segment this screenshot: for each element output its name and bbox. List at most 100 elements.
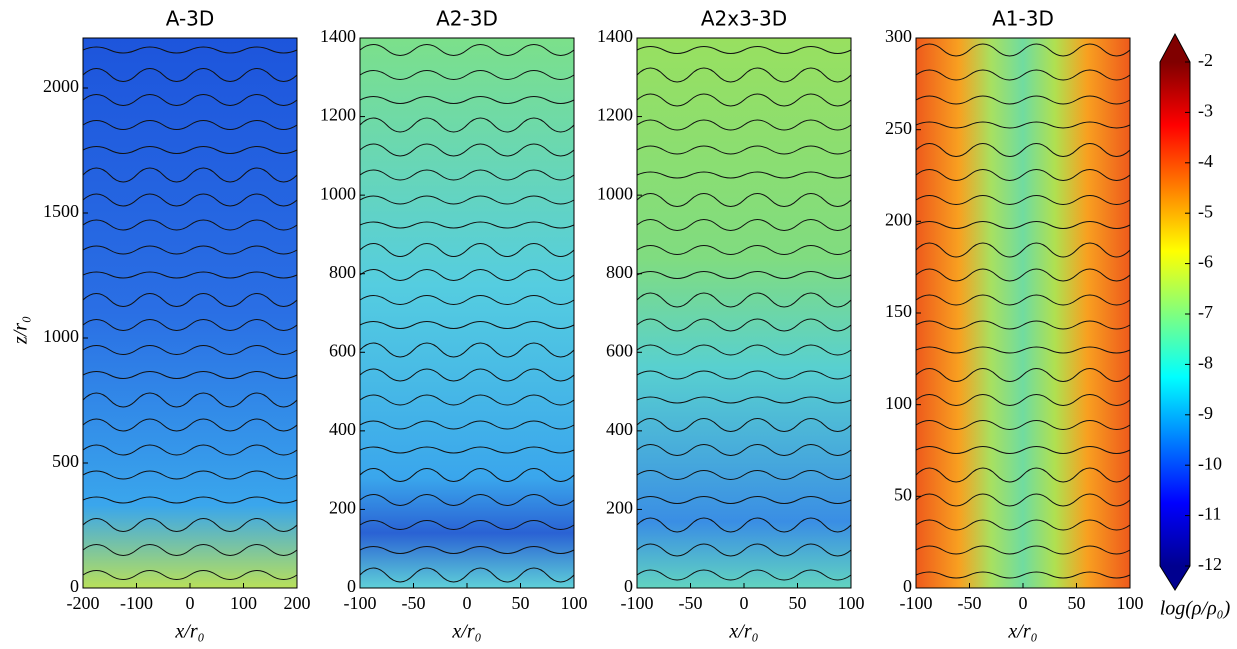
streamline bbox=[82, 94, 298, 106]
streamline bbox=[359, 321, 575, 329]
streamline bbox=[915, 242, 1131, 258]
streamline bbox=[636, 517, 852, 533]
x-tick-label: 100 bbox=[838, 593, 865, 613]
y-tick-label: 250 bbox=[885, 118, 912, 138]
streamline bbox=[636, 67, 852, 83]
streamline bbox=[82, 146, 298, 154]
x-tick-label: -50 bbox=[958, 593, 982, 613]
density-map bbox=[637, 38, 851, 588]
x-tick-label: 0 bbox=[186, 593, 195, 613]
streamline bbox=[636, 318, 852, 332]
streamline bbox=[915, 346, 1131, 354]
x-tick-label: 100 bbox=[1117, 593, 1144, 613]
streamline bbox=[636, 543, 852, 557]
streamline bbox=[359, 446, 575, 454]
streamline bbox=[915, 368, 1131, 382]
streamline bbox=[636, 344, 852, 356]
colorbar-min-extend bbox=[1160, 566, 1190, 590]
panel-title: A1-3D bbox=[992, 7, 1054, 31]
y-tick-label: 1500 bbox=[43, 201, 79, 221]
colorbar-tick-label: -10 bbox=[1198, 453, 1222, 473]
streamline bbox=[82, 68, 298, 82]
panel-title: A2-3D bbox=[436, 7, 498, 31]
streamline bbox=[359, 567, 575, 583]
x-tick-label: 0 bbox=[463, 593, 472, 613]
streamline bbox=[82, 570, 298, 580]
x-tick-label: 50 bbox=[1068, 593, 1086, 613]
streamline bbox=[82, 46, 298, 54]
x-tick-label: -50 bbox=[402, 593, 426, 613]
colorbar-label: log(ρ/ρ₀) bbox=[1160, 598, 1231, 620]
streamline bbox=[915, 69, 1131, 81]
streamline bbox=[82, 345, 298, 355]
streamline bbox=[359, 169, 575, 181]
y-tick-label: 1200 bbox=[320, 105, 356, 125]
y-tick-label: 1000 bbox=[320, 183, 356, 203]
streamline bbox=[636, 470, 852, 480]
streamline bbox=[82, 319, 298, 331]
y-tick-label: 100 bbox=[885, 393, 912, 413]
streamline bbox=[359, 342, 575, 358]
streamline bbox=[359, 269, 575, 281]
streamline bbox=[359, 243, 575, 257]
x-axis-label: x/r₀ bbox=[174, 621, 204, 643]
colorbar-tick-label: -8 bbox=[1198, 353, 1213, 373]
streamline bbox=[359, 117, 575, 133]
y-tick-label: 150 bbox=[885, 301, 912, 321]
streamline bbox=[82, 470, 298, 480]
streamline bbox=[636, 271, 852, 279]
streamline bbox=[359, 143, 575, 157]
y-tick-label: 800 bbox=[329, 262, 356, 282]
streamline bbox=[82, 371, 298, 379]
y-tick-label: 1200 bbox=[597, 105, 633, 125]
streamline bbox=[82, 392, 298, 408]
colorbar-tick-label: -5 bbox=[1198, 201, 1213, 221]
streamline bbox=[359, 221, 575, 229]
streamline bbox=[915, 545, 1131, 555]
y-axis-label: z/r₀ bbox=[10, 316, 32, 345]
streamline bbox=[359, 195, 575, 205]
streamline bbox=[915, 446, 1131, 454]
streamline bbox=[359, 494, 575, 506]
streamline bbox=[359, 96, 575, 104]
streamline bbox=[915, 571, 1131, 579]
colorbar-tick-label: -7 bbox=[1198, 302, 1213, 322]
x-tick-label: 200 bbox=[284, 593, 311, 613]
streamline bbox=[82, 167, 298, 183]
y-tick-label: 1400 bbox=[597, 26, 633, 46]
y-tick-label: 0 bbox=[903, 576, 912, 596]
streamline bbox=[636, 444, 852, 456]
x-tick-label: -100 bbox=[621, 593, 654, 613]
x-axis-label: x/r₀ bbox=[451, 621, 481, 643]
streamline bbox=[636, 93, 852, 107]
density-map bbox=[360, 38, 574, 588]
streamline bbox=[359, 394, 575, 406]
streamline bbox=[82, 444, 298, 456]
streamline bbox=[359, 468, 575, 482]
streamline bbox=[915, 467, 1131, 483]
colorbar-tick-label: -6 bbox=[1198, 252, 1213, 272]
colorbar-tick-label: -2 bbox=[1198, 50, 1213, 70]
y-tick-label: 0 bbox=[70, 576, 79, 596]
streamline bbox=[636, 171, 852, 179]
x-tick-label: -50 bbox=[679, 593, 703, 613]
streamline bbox=[636, 370, 852, 380]
streamline bbox=[359, 368, 575, 382]
streamline bbox=[359, 520, 575, 530]
colorbar-tick-label: -11 bbox=[1198, 504, 1221, 524]
streamline bbox=[82, 245, 298, 255]
x-tick-label: 100 bbox=[230, 593, 257, 613]
streamline bbox=[636, 569, 852, 581]
y-tick-label: 2000 bbox=[43, 76, 79, 96]
streamline bbox=[636, 418, 852, 432]
streamline bbox=[915, 121, 1131, 129]
x-tick-label: -100 bbox=[344, 593, 377, 613]
streamline bbox=[915, 420, 1131, 430]
streamline bbox=[915, 221, 1131, 229]
x-axis-label: x/r₀ bbox=[1007, 621, 1037, 643]
streamline bbox=[82, 496, 298, 504]
y-tick-label: 300 bbox=[885, 26, 912, 46]
colorbar-tick-label: -4 bbox=[1198, 151, 1213, 171]
streamline bbox=[636, 219, 852, 231]
